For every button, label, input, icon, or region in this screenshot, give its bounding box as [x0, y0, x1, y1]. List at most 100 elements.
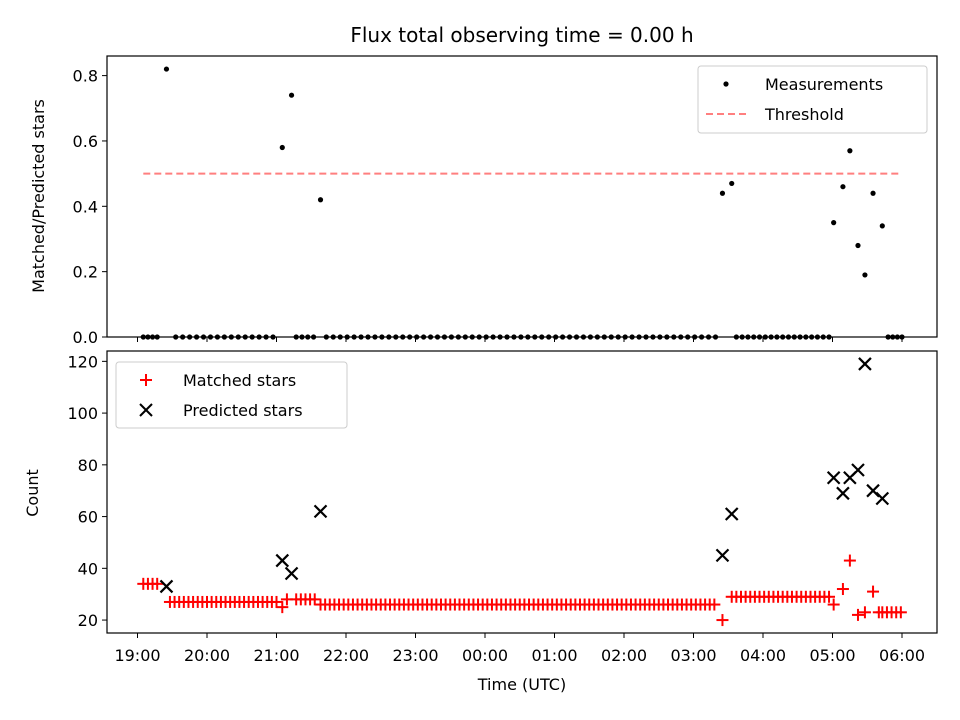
- x-tick-label: 23:00: [392, 646, 438, 665]
- measurement-point: [587, 334, 594, 340]
- measurement-point: [256, 334, 262, 340]
- measurement-point: [803, 334, 809, 340]
- measurement-point: [305, 334, 311, 340]
- measurement-point: [899, 334, 905, 340]
- top-legend-box: [697, 65, 928, 134]
- measurement-point: [490, 334, 496, 340]
- measurement-point: [870, 190, 876, 196]
- matched-star-point: [867, 585, 880, 598]
- matched-star-point: [708, 598, 721, 611]
- measurement-point: [242, 334, 248, 340]
- measurement-point: [629, 334, 635, 340]
- measurement-point: [149, 334, 156, 340]
- measurement-point: [193, 334, 200, 340]
- measurement-point: [657, 334, 663, 340]
- bottom-y-axis-label: Count: [23, 469, 42, 517]
- legend-measurements-marker: [723, 81, 729, 87]
- matched-star-point: [151, 577, 164, 590]
- measurement-point: [774, 334, 780, 340]
- measurement-point: [809, 334, 815, 340]
- measurement-point: [785, 334, 792, 340]
- x-tick-label: 05:00: [809, 646, 855, 665]
- matched-star-point: [716, 614, 729, 627]
- measurement-point: [566, 334, 573, 340]
- measurement-point: [310, 334, 317, 340]
- measurement-point: [532, 334, 538, 340]
- x-tick-label: 03:00: [670, 646, 716, 665]
- measurement-point: [705, 334, 712, 340]
- measurement-point: [553, 334, 559, 340]
- matched-star-point: [823, 590, 836, 603]
- bottom-y-tick-label: 100: [67, 404, 98, 423]
- matched-star-point: [276, 601, 289, 614]
- measurement-point: [279, 144, 285, 151]
- measurement-point: [323, 334, 329, 340]
- predicted-star-point: [715, 548, 730, 563]
- measurement-point: [539, 334, 545, 340]
- measurement-point: [414, 334, 420, 340]
- measurement-point: [768, 334, 774, 340]
- measurement-point: [712, 334, 719, 340]
- x-tick-label: 04:00: [740, 646, 786, 665]
- measurement-point: [729, 180, 735, 187]
- measurement-point: [678, 334, 684, 340]
- measurement-point: [885, 334, 891, 340]
- measurement-point: [358, 334, 364, 340]
- top-y-tick-label: 0.0: [73, 328, 98, 347]
- measurement-point: [840, 184, 846, 190]
- top-plot-area: 0.0 0.2 0.4 0.6 0.8: [73, 55, 938, 347]
- measurement-point: [400, 334, 406, 340]
- measurement-point: [386, 334, 392, 340]
- measurement-point: [249, 334, 255, 340]
- matched-star-point: [872, 606, 885, 619]
- measurement-point: [441, 334, 448, 340]
- measurement-point: [560, 334, 566, 340]
- measurement-point: [685, 334, 691, 340]
- measurement-point: [643, 334, 649, 340]
- top-y-axis-label: Matched/Predicted stars: [29, 99, 48, 293]
- legend-matched-marker: [140, 374, 152, 386]
- predicted-star-point: [284, 566, 299, 581]
- measurement-point: [622, 334, 628, 340]
- matched-star-point: [725, 590, 738, 603]
- x-tick-label: 00:00: [462, 646, 508, 665]
- matched-star-point: [894, 606, 907, 619]
- measurement-point: [791, 334, 797, 340]
- measurement-point: [826, 334, 832, 340]
- predicted-star-point: [313, 504, 328, 519]
- measurement-point: [692, 334, 698, 340]
- x-tick-label: 02:00: [601, 646, 647, 665]
- measurement-point: [448, 334, 455, 340]
- bottom-legend: Matched stars Predicted stars: [115, 361, 348, 429]
- measurement-point: [615, 334, 621, 340]
- measurement-point: [739, 334, 745, 340]
- top-y-tick-label: 0.6: [73, 132, 98, 151]
- measurement-point: [379, 334, 385, 340]
- measurement-point: [393, 334, 399, 340]
- measurement-point: [497, 334, 503, 340]
- measurement-point: [719, 190, 726, 196]
- measurement-point: [820, 334, 826, 340]
- measurement-point: [365, 334, 371, 340]
- measurement-point: [317, 197, 324, 203]
- measurement-point: [140, 334, 146, 340]
- x-tick-label: 19:00: [114, 646, 160, 665]
- measurement-point: [814, 334, 821, 340]
- bottom-y-tick-label: 20: [78, 611, 98, 630]
- measurement-point: [330, 334, 336, 340]
- measurement-point: [476, 334, 482, 340]
- measurement-point: [462, 334, 468, 340]
- measurement-point: [288, 92, 295, 98]
- x-tick-label: 06:00: [879, 646, 925, 665]
- predicted-star-point: [159, 579, 174, 594]
- measurement-point: [427, 334, 434, 340]
- measurement-point: [511, 334, 517, 340]
- measurement-point: [664, 334, 670, 340]
- measurement-point: [573, 334, 580, 340]
- measurement-point: [434, 334, 441, 340]
- predicted-star-point: [826, 470, 841, 485]
- measurement-point: [263, 334, 269, 340]
- measurement-point: [601, 334, 607, 340]
- predicted-star-point: [275, 553, 290, 568]
- measurement-point: [200, 334, 207, 340]
